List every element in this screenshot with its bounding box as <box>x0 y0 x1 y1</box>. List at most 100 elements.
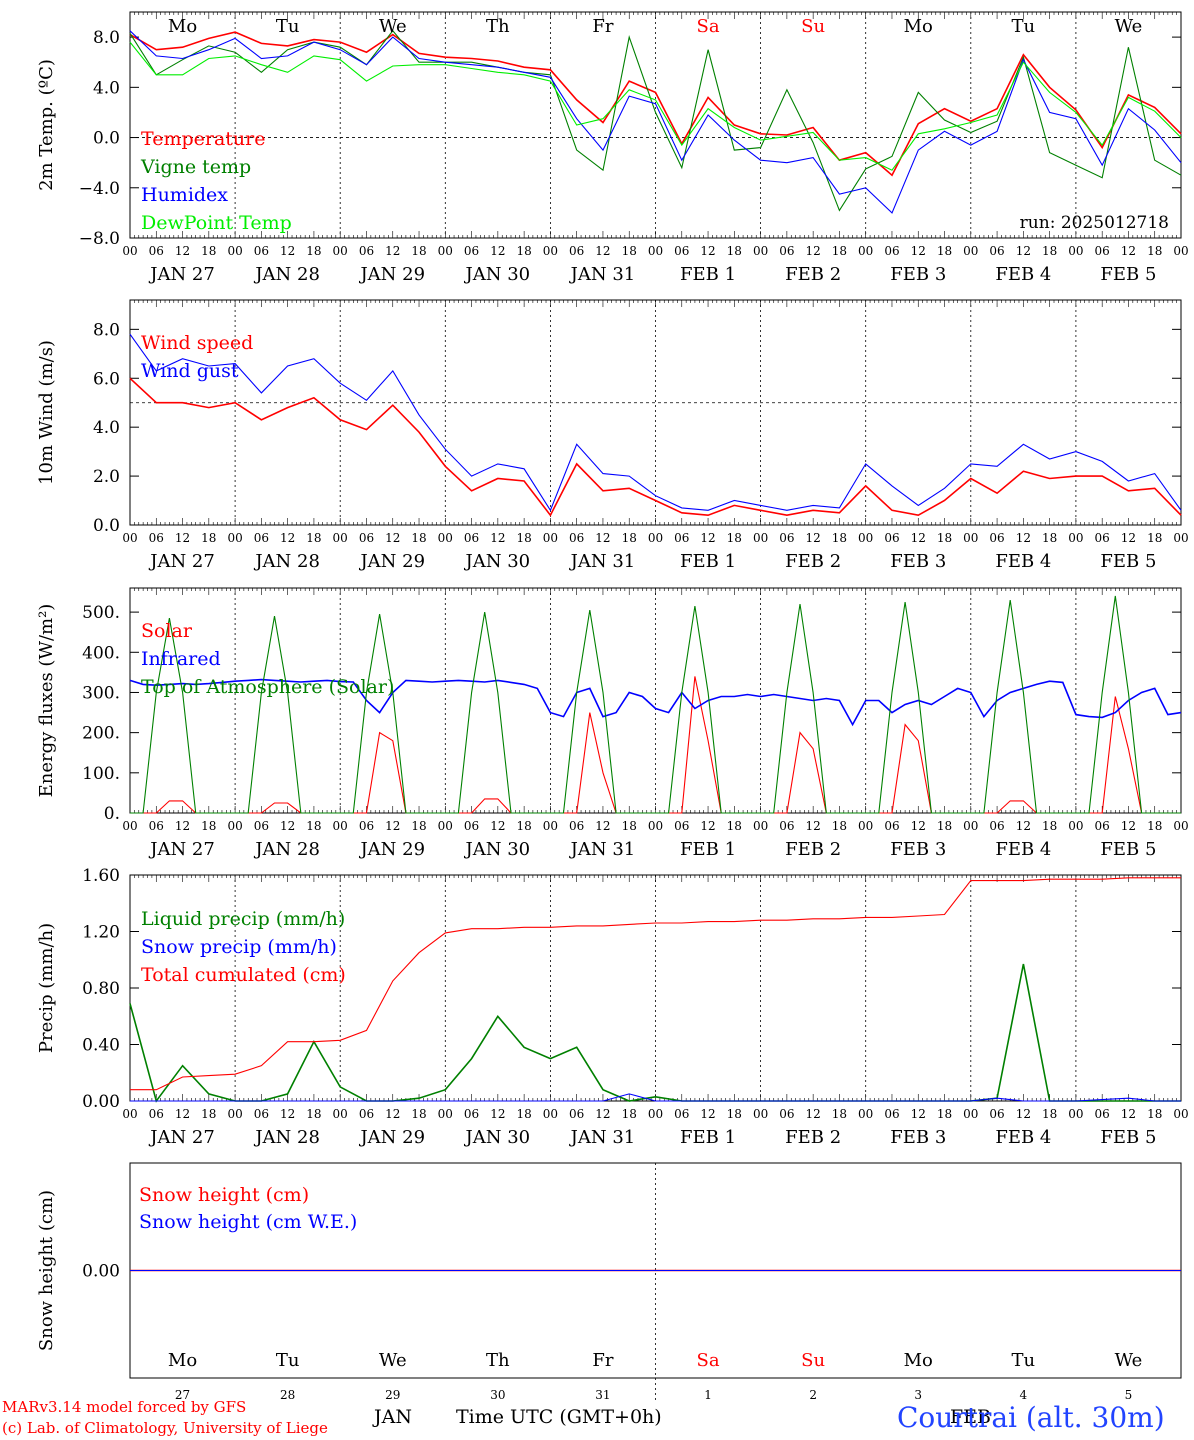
wind-hour-label: 00 <box>1173 531 1188 545</box>
wind-date-label: JAN 28 <box>253 551 320 572</box>
flux-ytick-label: 400. <box>82 643 120 663</box>
precip-hour-label: 00 <box>858 1107 873 1121</box>
precip-hour-label: 12 <box>1016 1107 1031 1121</box>
precip-legend-entry: Snow precip (mm/h) <box>141 936 337 958</box>
temp-date-label: FEB 5 <box>1100 264 1156 285</box>
precip-hour-label: 18 <box>411 1107 426 1121</box>
precip-ylabel: Precip (mm/h) <box>36 923 57 1053</box>
temp-hour-label: 18 <box>411 244 426 258</box>
flux-hour-label: 06 <box>464 819 479 833</box>
day-number-label: 31 <box>595 1388 610 1402</box>
flux-hour-label: 18 <box>411 819 426 833</box>
flux-series-infrared <box>129 678 1182 727</box>
wind-ytick-label: 2.0 <box>93 467 120 487</box>
wind-hour-label: 00 <box>333 531 348 545</box>
wind-hour-label: 06 <box>569 531 584 545</box>
flux-hour-label: 12 <box>1121 819 1136 833</box>
temp-hour-label: 18 <box>306 244 321 258</box>
weekday-label-bottom: Fr <box>592 1350 613 1371</box>
temp-legend-entry: DewPoint Temp <box>141 212 292 234</box>
day-number-label: 2 <box>809 1388 817 1402</box>
snow-legend-entry: Snow height (cm W.E.) <box>139 1211 357 1233</box>
snow-ylabel: Snow height (cm) <box>36 1190 57 1351</box>
flux-hour-label: 18 <box>622 819 637 833</box>
temp-hour-label: 00 <box>648 244 663 258</box>
wind-hour-label: 06 <box>254 531 269 545</box>
wind-hour-label: 18 <box>411 531 426 545</box>
flux-hour-label: 12 <box>490 819 505 833</box>
precip-ytick-label: 0.40 <box>82 1036 120 1056</box>
flux-hour-label: 00 <box>122 819 137 833</box>
flux-series-top-of-atmosphere-solar <box>130 595 1181 814</box>
flux-hour-label: 18 <box>1042 819 1057 833</box>
precip-legend-entry: Liquid precip (mm/h) <box>141 908 345 930</box>
temp-hour-label: 18 <box>727 244 742 258</box>
flux-legend-entry: Solar <box>141 620 193 642</box>
weekday-label: Fr <box>592 16 613 37</box>
wind-hour-label: 06 <box>464 531 479 545</box>
panel-temp: −8.0 −4.0 0.0 4.0 8.0 2m Temp. (ºC) Temperatur… <box>36 11 1189 285</box>
precip-hour-label: 18 <box>1042 1107 1057 1121</box>
temp-series-temperature <box>129 31 1182 177</box>
flux-hour-label: 00 <box>858 819 873 833</box>
flux-legend-entry: Top of Atmosphere (Solar) <box>141 676 394 698</box>
wind-hour-label: 12 <box>490 531 505 545</box>
weekday-label-bottom: We <box>379 1350 407 1371</box>
weekday-label-bottom: Mo <box>904 1350 933 1371</box>
temp-hour-label: 12 <box>1121 244 1136 258</box>
precip-hour-label: 00 <box>1173 1107 1188 1121</box>
flux-hour-label: 12 <box>911 819 926 833</box>
precip-series-total-cumulated-cm <box>130 877 1181 1091</box>
wind-hour-label: 12 <box>595 531 610 545</box>
flux-date-label: FEB 1 <box>680 839 736 860</box>
temp-hour-label: 12 <box>280 244 295 258</box>
wind-hour-label: 06 <box>674 531 689 545</box>
wind-hour-label: 18 <box>201 531 216 545</box>
precip-date-label: JAN 28 <box>253 1127 320 1148</box>
temp-date-label: FEB 2 <box>785 264 841 285</box>
precip-hour-label: 12 <box>280 1107 295 1121</box>
wind-ytick-label: 0.0 <box>93 516 120 536</box>
precip-hour-label: 12 <box>175 1107 190 1121</box>
wind-hour-label: 18 <box>937 531 952 545</box>
temp-date-label: JAN 29 <box>358 264 425 285</box>
flux-date-label: FEB 3 <box>890 839 946 860</box>
wind-legend-entry: Wind speed <box>141 332 253 354</box>
temp-hour-label: 00 <box>122 244 137 258</box>
precip-hour-label: 12 <box>1121 1107 1136 1121</box>
wind-hour-label: 18 <box>832 531 847 545</box>
temp-hour-label: 00 <box>753 244 768 258</box>
temp-hour-label: 12 <box>490 244 505 258</box>
wind-hour-label: 12 <box>175 531 190 545</box>
wind-hour-label: 18 <box>1042 531 1057 545</box>
weekday-label: Tu <box>1012 16 1036 37</box>
model-credit: MARv3.14 model forced by GFS <box>2 1398 247 1416</box>
panel-snow: 0.00 Snow height (cm) Snow height (cm) Snow… <box>36 1162 1182 1403</box>
temp-hour-label: 00 <box>1068 244 1083 258</box>
precip-hour-label: 06 <box>569 1107 584 1121</box>
wind-ytick-label: 8.0 <box>93 320 120 340</box>
temp-hour-label: 18 <box>201 244 216 258</box>
wind-date-label: FEB 4 <box>995 551 1051 572</box>
temp-hour-label: 18 <box>516 244 531 258</box>
wind-series-wind-speed <box>129 377 1182 517</box>
day-number-label: 27 <box>175 1388 190 1402</box>
temp-hour-label: 12 <box>595 244 610 258</box>
wind-hour-label: 18 <box>516 531 531 545</box>
temp-date-label: JAN 31 <box>569 264 636 285</box>
precip-hour-label: 06 <box>464 1107 479 1121</box>
precip-hour-label: 18 <box>727 1107 742 1121</box>
day-number-label: 5 <box>1125 1388 1133 1402</box>
temp-hour-label: 12 <box>700 244 715 258</box>
wind-hour-label: 12 <box>1121 531 1136 545</box>
temp-series-humidex <box>129 30 1182 214</box>
flux-hour-label: 12 <box>595 819 610 833</box>
flux-ytick-label: 500. <box>82 603 120 623</box>
flux-hour-label: 06 <box>254 819 269 833</box>
precip-hour-label: 06 <box>359 1107 374 1121</box>
temp-hour-label: 06 <box>1095 244 1110 258</box>
wind-hour-label: 18 <box>306 531 321 545</box>
weekday-label: Sa <box>697 16 720 37</box>
time-axis-label: Time UTC (GMT+0h) <box>456 1406 662 1428</box>
flux-date-label: FEB 2 <box>785 839 841 860</box>
